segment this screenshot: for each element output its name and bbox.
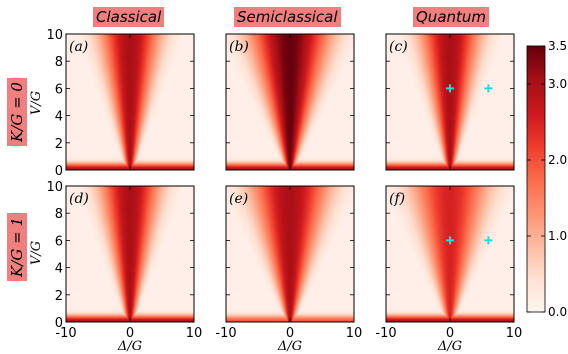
heatmap-panel: (c) (385, 33, 515, 171)
colorbar-tick-label: 1.0 (548, 229, 567, 243)
y-tick-label: 10 (46, 180, 63, 195)
row-label-k1: K/G = 1 (7, 213, 27, 281)
row-label-k0: K/G = 0 (7, 78, 27, 146)
y-tick-label: 2 (55, 289, 63, 304)
y-axis-label-bottom: V/G (29, 241, 44, 265)
x-tick-label: 10 (346, 326, 363, 341)
y-tick-label: 0 (55, 164, 63, 179)
y-tick-label: 0 (55, 316, 63, 331)
x-axis-label-col3: Δ/G (437, 339, 462, 354)
heatmap-panel: (e) -10 0 10 (215, 185, 363, 341)
colorbar-tick-label: 2.0 (548, 153, 567, 167)
panel-label: (c) (389, 39, 408, 55)
x-tick-label: -10 (215, 326, 236, 341)
y-tick-label: 6 (55, 82, 63, 97)
heatmap-image (386, 186, 514, 322)
y-axis-label-top: V/G (29, 91, 44, 115)
heatmap-image (226, 34, 354, 170)
plus-marker (446, 236, 454, 245)
colorbar-tick-label: 3.5 (548, 39, 567, 53)
heatmap-image (226, 186, 354, 322)
heatmap-panel: (b) (225, 33, 355, 171)
x-axis-label-col1: Δ/G (117, 339, 142, 354)
heatmap-image (386, 34, 514, 170)
x-tick-label: -10 (375, 326, 396, 341)
column-title-quantum: Quantum (413, 7, 490, 27)
x-tick-label: -10 (55, 326, 76, 341)
panel-label: (d) (69, 191, 89, 207)
heatmap-image (66, 186, 194, 322)
plus-marker (484, 236, 493, 245)
x-tick-label: 0 (446, 326, 454, 341)
svg-text:K/G = 1: K/G = 1 (8, 217, 26, 278)
y-tick-label: 8 (55, 207, 63, 222)
x-tick-label: 10 (506, 326, 523, 341)
plus-marker (446, 84, 454, 93)
panel-label: (f) (389, 191, 405, 207)
colorbar-tick-label: 3.0 (548, 77, 567, 91)
heatmap-image (66, 34, 194, 170)
panel-label: (e) (229, 191, 248, 207)
svg-text:K/G = 0: K/G = 0 (8, 82, 26, 143)
y-tick-label: 2 (55, 137, 63, 152)
y-tick-label: 4 (55, 110, 63, 125)
plus-marker (484, 84, 493, 93)
column-title-classical: Classical (93, 7, 165, 27)
column-title-semiclassical: Semiclassical (234, 7, 341, 27)
y-tick-label: 10 (46, 28, 63, 43)
y-tick-label: 4 (55, 262, 63, 277)
y-tick-label: 8 (55, 55, 63, 70)
panel-label: (b) (229, 39, 249, 55)
colorbar-tick-label: 0.0 (548, 305, 567, 319)
x-axis-label-col2: Δ/G (277, 339, 302, 354)
y-tick-label: 6 (55, 234, 63, 249)
x-tick-label: 0 (126, 326, 134, 341)
panel-label: (a) (69, 39, 88, 55)
x-tick-label: 10 (186, 326, 203, 341)
heatmap-panel: (a) 0 2 4 6 8 10 (46, 28, 195, 179)
heatmap-panel: (f) -10 0 10 (375, 185, 523, 341)
colorbar: 0.0 1.0 2.0 3.0 3.5 (526, 39, 567, 319)
x-tick-label: 0 (286, 326, 294, 341)
